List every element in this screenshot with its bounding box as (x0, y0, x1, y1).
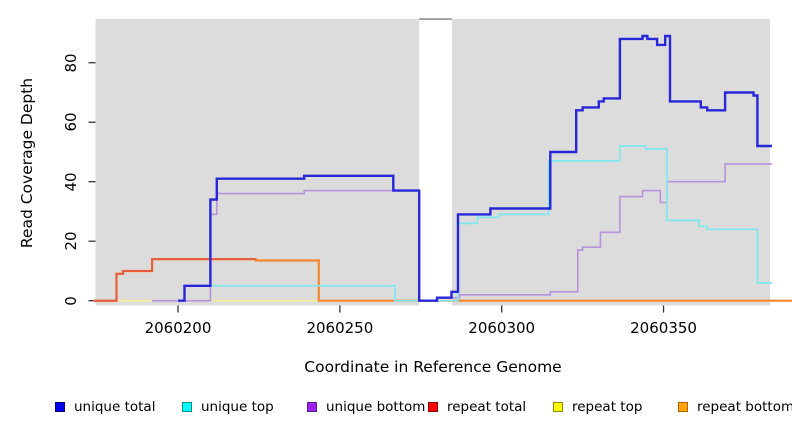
legend-label: repeat bottom (697, 399, 792, 415)
plot-background-region (95, 19, 420, 306)
legend-swatch-icon (55, 402, 65, 412)
legend-item-repeat-bottom: repeat bottom (678, 399, 792, 415)
legend-item-unique-bottom: unique bottom (307, 399, 426, 415)
legend-swatch-icon (428, 402, 438, 412)
plot-background-region (451, 19, 770, 306)
series-line-repeat-total (93, 258, 256, 302)
y-tick-label: 40 (62, 172, 80, 192)
legend-item-repeat-top: repeat top (553, 399, 643, 415)
legend-label: unique bottom (326, 399, 426, 415)
y-axis-title: Read Coverage Depth (18, 77, 36, 249)
legend-item-unique-total: unique total (55, 399, 156, 415)
legend-swatch-icon (307, 402, 317, 412)
x-axis-title: Coordinate in Reference Genome (304, 358, 562, 376)
x-tick-label: 2060250 (306, 319, 374, 337)
series-line-unique-total (178, 34, 772, 302)
x-tick-label: 2060300 (468, 319, 536, 337)
legend-label: repeat total (447, 399, 527, 415)
y-tick-label: 0 (62, 295, 80, 306)
y-tick-label: 60 (62, 112, 80, 132)
plot-area (88, 18, 792, 313)
x-tick-label: 2060200 (144, 319, 212, 337)
y-tick-label: 20 (62, 231, 80, 251)
legend-label: unique top (201, 399, 274, 415)
legend-label: unique total (74, 399, 156, 415)
legend-swatch-icon (678, 402, 688, 412)
legend-item-unique-top: unique top (182, 399, 274, 415)
series-line-unique-bottom (152, 163, 772, 302)
x-tick-label: 2060350 (630, 319, 697, 337)
legend-swatch-icon (182, 402, 192, 412)
no-data-gap-top-mark (419, 18, 452, 20)
legend-swatch-icon (553, 402, 563, 412)
legend-item-repeat-total: repeat total (428, 399, 527, 415)
legend-label: repeat top (572, 399, 643, 415)
y-tick-label: 80 (62, 53, 80, 73)
